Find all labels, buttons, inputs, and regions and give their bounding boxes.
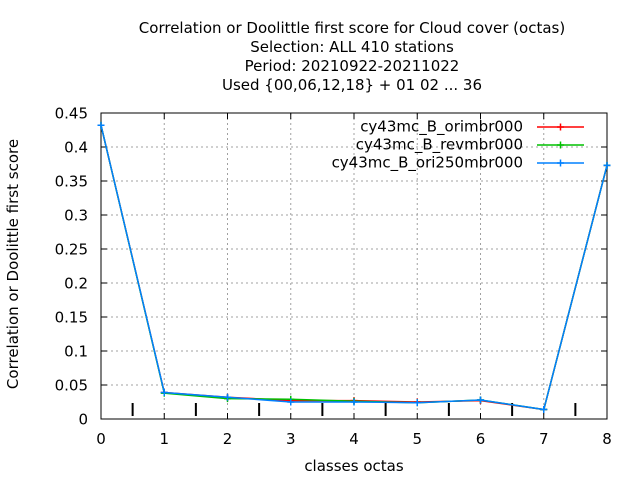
y-tick-label: 0.15 xyxy=(55,309,88,327)
data-point xyxy=(413,399,421,407)
x-tick-label: 2 xyxy=(223,430,233,448)
legend-label: cy43mc_B_orimbr000 xyxy=(360,118,523,137)
legend-item: cy43mc_B_revmbr000 xyxy=(356,136,584,155)
y-tick-label: 0.35 xyxy=(55,173,88,191)
x-tick-label: 1 xyxy=(159,430,169,448)
x-tick-label: 7 xyxy=(539,430,549,448)
y-tick-label: 0.45 xyxy=(55,105,88,123)
data-point xyxy=(287,398,295,406)
title-line-3: Period: 20210922-20211022 xyxy=(245,57,460,75)
title-line-1: Correlation or Doolittle first score for… xyxy=(139,19,565,37)
y-tick-label: 0.2 xyxy=(64,275,88,293)
legend-item: cy43mc_B_orimbr000 xyxy=(360,118,584,137)
y-axis-ticks: 0 0.05 0.1 0.15 0.2 0.25 0.3 0.35 0.4 0.45 xyxy=(55,105,607,429)
data-point xyxy=(477,396,484,404)
data-point xyxy=(97,121,105,129)
data-point xyxy=(160,388,168,396)
y-tick-label: 0.1 xyxy=(64,343,88,361)
x-axis-label: classes octas xyxy=(304,457,404,475)
grid xyxy=(101,113,607,419)
series xyxy=(97,121,611,413)
y-tick-label: 0 xyxy=(78,411,88,429)
data-point xyxy=(540,405,548,413)
title-line-2: Selection: ALL 410 stations xyxy=(250,38,454,56)
title-line-4: Used {00,06,12,18} + 01 02 ... 36 xyxy=(222,76,482,94)
chart-title: Correlation or Doolittle first score for… xyxy=(139,19,565,94)
x-tick-label: 3 xyxy=(286,430,296,448)
x-tick-label: 5 xyxy=(412,430,422,448)
x-tick-label: 6 xyxy=(476,430,486,448)
x-axis-ticks: 0 1 2 3 4 5 6 7 8 xyxy=(96,113,612,448)
x-tick-label: 0 xyxy=(96,430,106,448)
y-tick-label: 0.05 xyxy=(55,377,88,395)
legend-label: cy43mc_B_revmbr000 xyxy=(356,136,523,155)
data-point xyxy=(603,161,611,169)
legend-label: cy43mc_B_ori250mbr000 xyxy=(332,154,523,173)
y-tick-label: 0.25 xyxy=(55,241,88,259)
x-tick-label: 4 xyxy=(349,430,359,448)
legend-item: cy43mc_B_ori250mbr000 xyxy=(332,154,584,173)
data-point xyxy=(224,393,231,401)
y-axis-label: Correlation or Doolittle first score xyxy=(4,139,22,389)
data-point xyxy=(350,398,358,406)
x-tick-label: 8 xyxy=(602,430,612,448)
y-tick-label: 0.3 xyxy=(64,207,88,225)
legend: cy43mc_B_orimbr000cy43mc_B_revmbr000cy43… xyxy=(332,118,584,173)
series-3 xyxy=(97,121,611,413)
y-tick-label: 0.4 xyxy=(64,139,88,157)
